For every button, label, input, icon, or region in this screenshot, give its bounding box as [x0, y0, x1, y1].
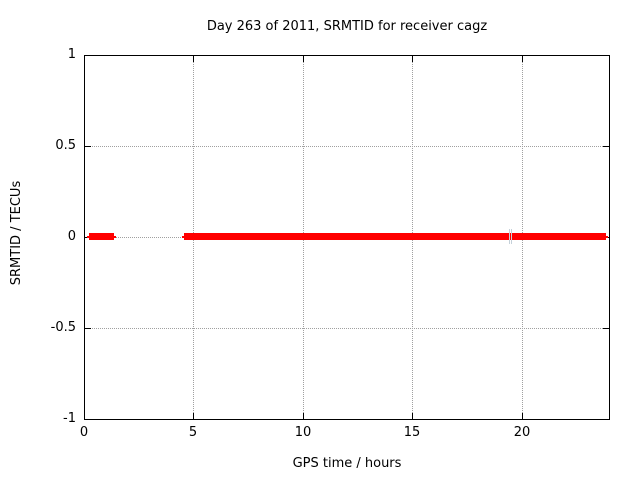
- x-axis-label: GPS time / hours: [292, 456, 402, 471]
- x-axis-tick-mirror: [193, 56, 194, 62]
- x-axis-tick-mirror: [303, 56, 304, 62]
- x-tick-label: 15: [403, 425, 421, 440]
- x-axis-tick: [303, 413, 304, 419]
- gap-marker: [509, 229, 510, 244]
- y-axis-tick: [85, 419, 91, 420]
- chart-title: Day 263 of 2011, SRMTID for receiver cag…: [206, 19, 488, 34]
- x-axis-tick: [84, 413, 85, 419]
- y-axis-tick-mirror: [603, 55, 609, 56]
- x-axis-tick: [522, 413, 523, 419]
- y-axis-tick: [85, 328, 91, 329]
- gridline-y: [85, 146, 609, 147]
- y-axis-tick-mirror: [603, 328, 609, 329]
- plot-area: [84, 55, 610, 420]
- x-tick-label: 5: [188, 425, 198, 440]
- x-axis-tick: [412, 413, 413, 419]
- y-axis-tick-mirror: [603, 419, 609, 420]
- x-tick-label: 20: [513, 425, 531, 440]
- y-tick-label: -1: [63, 411, 76, 426]
- y-axis-tick: [85, 55, 91, 56]
- data-segment-band: [184, 233, 606, 240]
- x-tick-label: 0: [79, 425, 89, 440]
- y-tick-label: -0.5: [50, 320, 76, 335]
- y-tick-label: 1: [67, 47, 76, 62]
- y-tick-label: 0: [67, 229, 76, 244]
- x-axis-tick-mirror: [522, 56, 523, 62]
- x-axis-tick-mirror: [84, 56, 85, 62]
- x-tick-label: 10: [294, 425, 312, 440]
- gridline-y: [85, 328, 609, 329]
- data-segment-band: [89, 233, 114, 240]
- gap-marker: [511, 229, 512, 244]
- y-tick-label: 0.5: [55, 138, 76, 153]
- x-axis-tick-mirror: [412, 56, 413, 62]
- y-axis-tick-mirror: [603, 146, 609, 147]
- x-axis-tick: [193, 413, 194, 419]
- y-axis-tick: [85, 146, 91, 147]
